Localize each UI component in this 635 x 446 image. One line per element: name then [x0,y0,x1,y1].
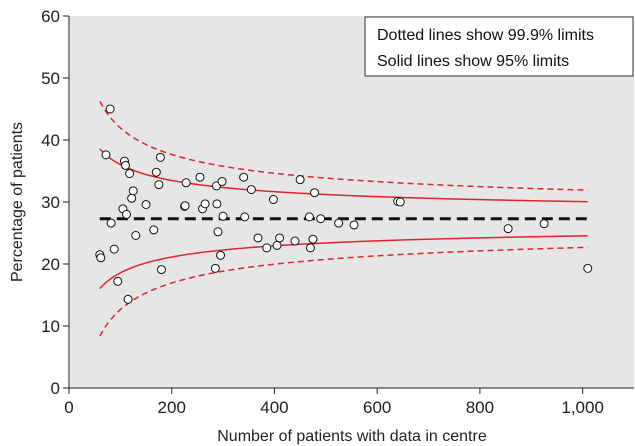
legend-box [364,16,634,77]
data-point [96,253,106,263]
lower-99-9-limit [99,246,588,337]
data-point [262,243,272,253]
data-point [275,233,285,243]
data-point [239,172,249,182]
data-point [141,199,151,209]
y-tick-label: 0 [51,379,60,398]
data-point [310,188,320,198]
data-point [213,227,223,237]
y-tick-label: 20 [41,255,60,274]
data-point [156,265,166,275]
data-point [240,212,250,222]
data-point [395,197,405,207]
data-points [95,104,593,304]
x-tick-label: 1,000 [561,398,604,417]
data-point [253,233,263,243]
data-point [272,240,282,250]
data-point [151,167,161,177]
control-limits [99,101,588,337]
y-tick-label: 50 [41,69,60,88]
data-point [195,172,205,182]
upper-99-9-limit [99,101,588,191]
legend-entry-solid: Solid lines show 95% limits [377,53,569,70]
data-point [149,225,159,235]
data-point [290,236,300,246]
data-point [200,199,210,209]
data-point [109,244,119,254]
data-point [101,150,111,160]
data-point [123,294,133,304]
data-point [295,175,305,185]
lower-95-limit [99,235,588,290]
y-axis-title: Percentage of patients [9,122,26,282]
data-point [316,214,326,224]
data-point [305,243,315,253]
data-point [349,220,359,230]
data-point [308,234,318,244]
data-point [583,263,593,273]
data-point [217,177,227,187]
x-axis: 0 200 400 600 800 1,000 [64,387,634,417]
data-point [334,218,344,228]
data-point [131,230,141,240]
x-tick-label: 0 [64,398,73,417]
data-point [268,195,278,205]
legend: Dotted lines show 99.9% limits Solid lin… [364,16,634,77]
data-point [218,211,228,221]
x-tick-label: 600 [363,398,391,417]
data-point [246,185,256,195]
data-point [503,224,513,234]
x-tick-label: 800 [466,398,494,417]
data-point [154,180,164,190]
data-point [210,263,220,273]
data-point [121,160,130,170]
x-tick-label: 200 [158,398,186,417]
data-point [304,212,314,222]
x-tick-label: 400 [260,398,288,417]
data-point [216,250,226,260]
data-point [105,104,115,114]
data-point [127,193,137,203]
legend-entry-dotted: Dotted lines show 99.9% limits [377,27,594,44]
data-point [128,186,138,196]
data-point [122,209,132,219]
y-tick-label: 30 [41,193,60,212]
data-point [212,199,222,209]
y-axis: 0 10 20 30 40 50 60 [41,7,70,398]
data-point [539,219,549,229]
upper-95-limit [99,148,588,203]
data-point [125,168,135,178]
plot-area [69,16,634,388]
data-point [106,218,116,228]
y-tick-label: 10 [41,317,60,336]
data-point [155,152,165,162]
data-point [113,276,123,286]
x-axis-title: Number of patients with data in centre [217,428,487,445]
data-point [180,201,190,211]
data-point [181,178,191,188]
y-tick-label: 60 [41,7,60,26]
y-tick-label: 40 [41,131,60,150]
